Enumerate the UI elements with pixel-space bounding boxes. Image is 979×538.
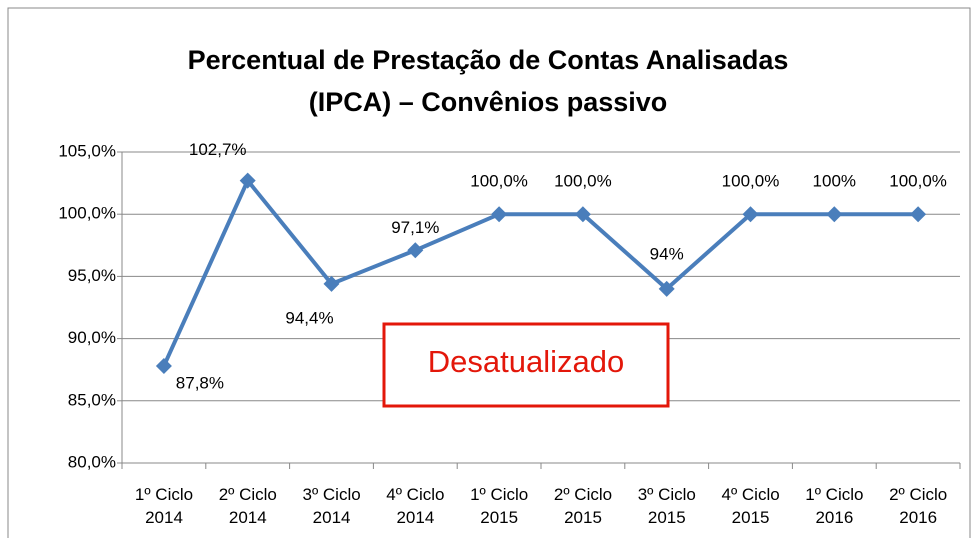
x-tick-label: 2º Ciclo 2016 xyxy=(889,485,948,527)
annotation-box xyxy=(382,322,670,408)
marker xyxy=(910,206,927,223)
data-label: 100,0% xyxy=(889,172,947,191)
marker xyxy=(658,280,675,297)
marker xyxy=(491,206,508,223)
x-tick-label: 2º Ciclo 2014 xyxy=(218,485,277,527)
marker xyxy=(826,206,843,223)
data-label: 94% xyxy=(650,244,684,263)
chart-border xyxy=(7,7,971,538)
x-tick-label: 4º Ciclo 2014 xyxy=(386,485,445,527)
data-label: 102,7% xyxy=(189,140,247,159)
marker xyxy=(407,242,424,259)
chart-title: (IPCA) – Convênios passivo xyxy=(309,87,668,117)
y-tick-label: 95,0% xyxy=(68,266,116,285)
data-label: 100% xyxy=(813,172,856,191)
x-tick-label: 2º Ciclo 2015 xyxy=(553,485,613,527)
data-label: 100,0% xyxy=(722,172,780,191)
y-tick-label: 90,0% xyxy=(68,328,116,347)
x-tick-label: 3º Ciclo 2014 xyxy=(302,485,361,527)
x-tick-label: 4º Ciclo 2015 xyxy=(721,485,780,527)
y-tick-label: 105,0% xyxy=(58,141,116,160)
marker xyxy=(155,357,172,374)
data-label: 100,0% xyxy=(554,172,612,191)
data-label: 94,4% xyxy=(285,308,333,327)
marker xyxy=(239,172,256,189)
marker xyxy=(574,206,591,223)
x-tick-label: 1º Ciclo 2014 xyxy=(134,485,194,527)
y-tick-label: 100,0% xyxy=(58,204,116,223)
data-label: 97,1% xyxy=(391,218,439,237)
chart-title: Percentual de Prestação de Contas Analis… xyxy=(188,45,789,75)
marker xyxy=(742,206,759,223)
marker xyxy=(323,275,340,292)
x-tick-label: 1º Ciclo 2015 xyxy=(470,485,529,527)
x-tick-label: 3º Ciclo 2015 xyxy=(637,485,696,527)
x-tick-label: 1º Ciclo 2016 xyxy=(805,485,864,527)
line xyxy=(162,178,919,367)
y-tick-label: 80,0% xyxy=(68,452,116,471)
data-label: 100,0% xyxy=(470,172,528,191)
data-label: 87,8% xyxy=(176,373,224,392)
annotation: Desatualizado xyxy=(428,344,624,379)
y-tick-label: 85,0% xyxy=(68,390,116,409)
